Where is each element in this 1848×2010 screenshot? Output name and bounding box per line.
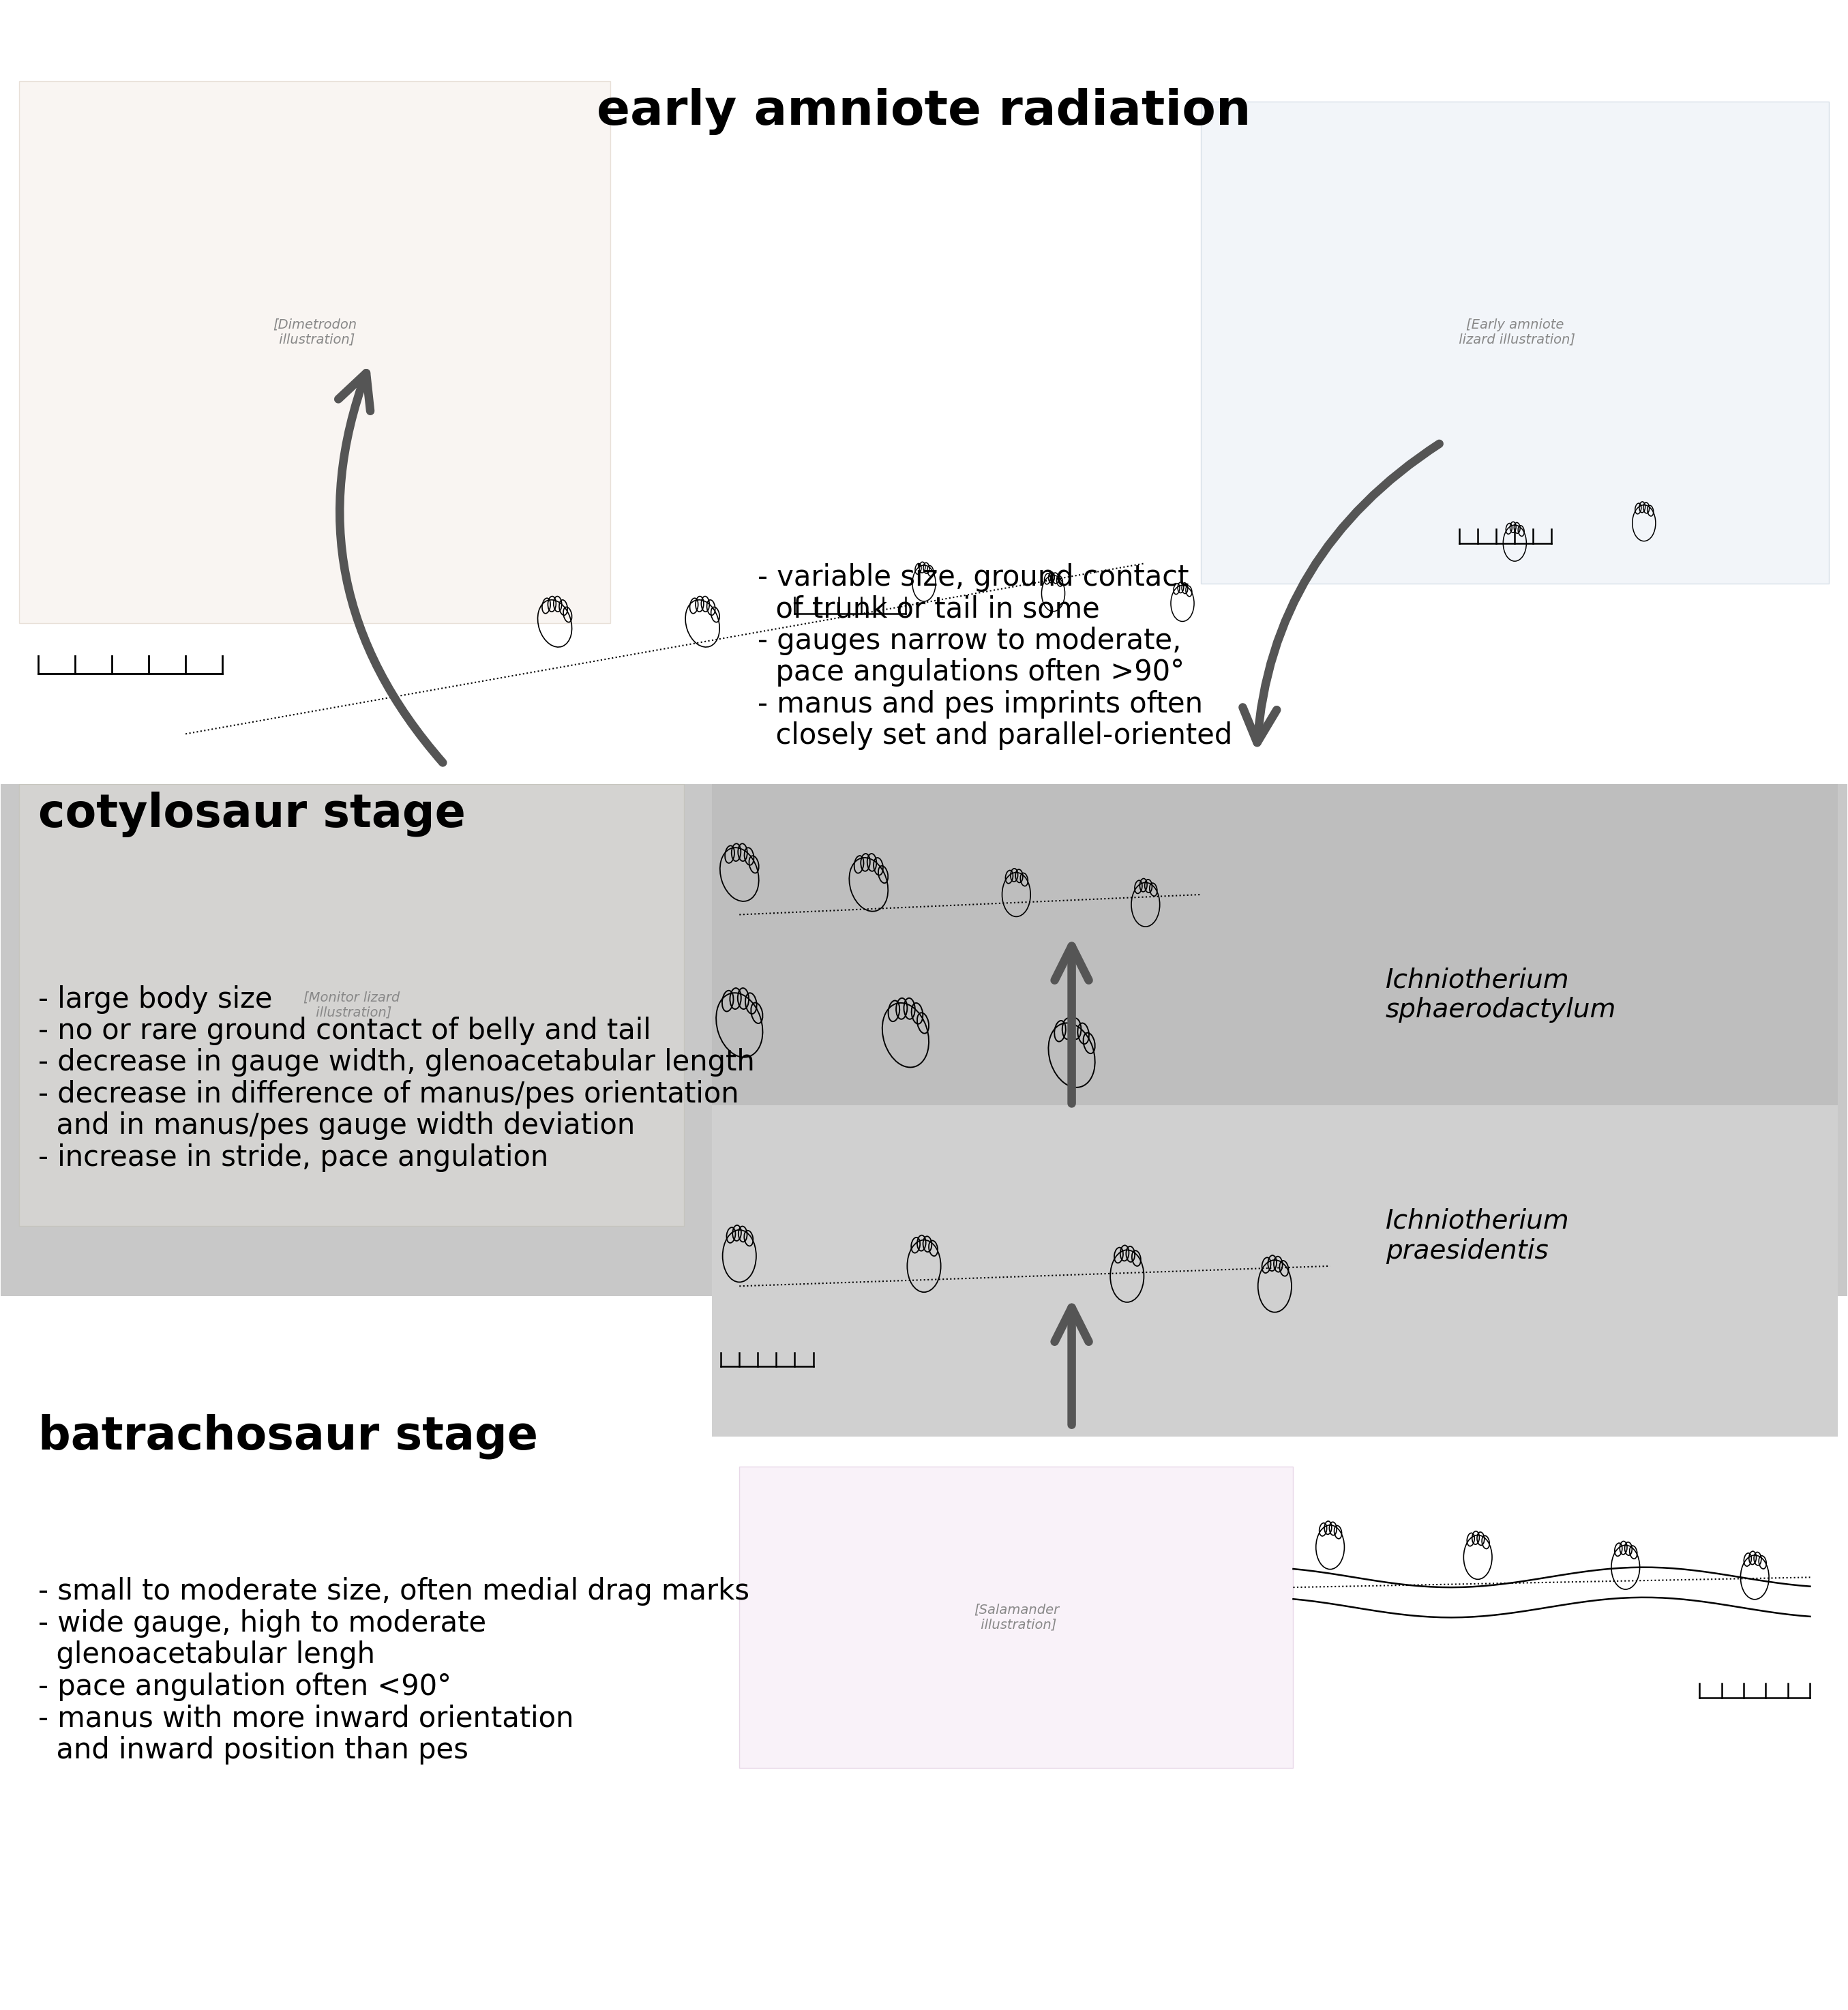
Text: pace angulations often >90°: pace angulations often >90°: [758, 657, 1185, 687]
Text: - no or rare ground contact of belly and tail: - no or rare ground contact of belly and…: [37, 1017, 650, 1045]
Bar: [1201, 100, 1828, 583]
Bar: [2, 784, 1846, 1296]
Text: - large body size: - large body size: [37, 985, 272, 1013]
Text: - variable size, ground contact: - variable size, ground contact: [758, 563, 1188, 591]
Text: [Salamander
 illustration]: [Salamander illustration]: [974, 1604, 1059, 1632]
Text: cotylosaur stage: cotylosaur stage: [37, 792, 466, 836]
Text: Ichniotherium
praesidentis: Ichniotherium praesidentis: [1386, 1208, 1569, 1264]
Text: of trunk or tail in some: of trunk or tail in some: [758, 595, 1100, 623]
Text: - decrease in gauge width, glenoacetabular length: - decrease in gauge width, glenoacetabul…: [37, 1049, 754, 1077]
Bar: [711, 1106, 1837, 1437]
Text: and in manus/pes gauge width deviation: and in manus/pes gauge width deviation: [37, 1112, 634, 1140]
Text: - decrease in difference of manus/pes orientation: - decrease in difference of manus/pes or…: [37, 1079, 739, 1110]
Text: [Monitor lizard
 illustration]: [Monitor lizard illustration]: [303, 991, 399, 1019]
Text: batrachosaur stage: batrachosaur stage: [37, 1415, 538, 1459]
Text: [Early amniote
 lizard illustration]: [Early amniote lizard illustration]: [1454, 318, 1574, 346]
Bar: [20, 80, 610, 623]
Bar: [20, 784, 684, 1226]
Text: - pace angulation often <90°: - pace angulation often <90°: [37, 1672, 451, 1700]
Text: - small to moderate size, often medial drag marks: - small to moderate size, often medial d…: [37, 1578, 748, 1606]
Text: closely set and parallel-oriented: closely set and parallel-oriented: [758, 722, 1233, 750]
Text: Ichniotherium
sphaerodactylum: Ichniotherium sphaerodactylum: [1386, 967, 1617, 1023]
Text: - gauges narrow to moderate,: - gauges narrow to moderate,: [758, 627, 1181, 655]
Bar: [711, 784, 1837, 1116]
Text: - wide gauge, high to moderate: - wide gauge, high to moderate: [37, 1608, 486, 1638]
Text: [Dimetrodon
 illustration]: [Dimetrodon illustration]: [274, 318, 357, 346]
Text: - manus and pes imprints often: - manus and pes imprints often: [758, 689, 1203, 718]
Text: and inward position than pes: and inward position than pes: [37, 1737, 468, 1765]
Bar: [739, 1467, 1294, 1769]
Text: - increase in stride, pace angulation: - increase in stride, pace angulation: [37, 1144, 549, 1172]
Text: glenoacetabular lengh: glenoacetabular lengh: [37, 1640, 375, 1668]
Text: - manus with more inward orientation: - manus with more inward orientation: [37, 1704, 573, 1733]
Text: early amniote radiation: early amniote radiation: [597, 88, 1251, 135]
